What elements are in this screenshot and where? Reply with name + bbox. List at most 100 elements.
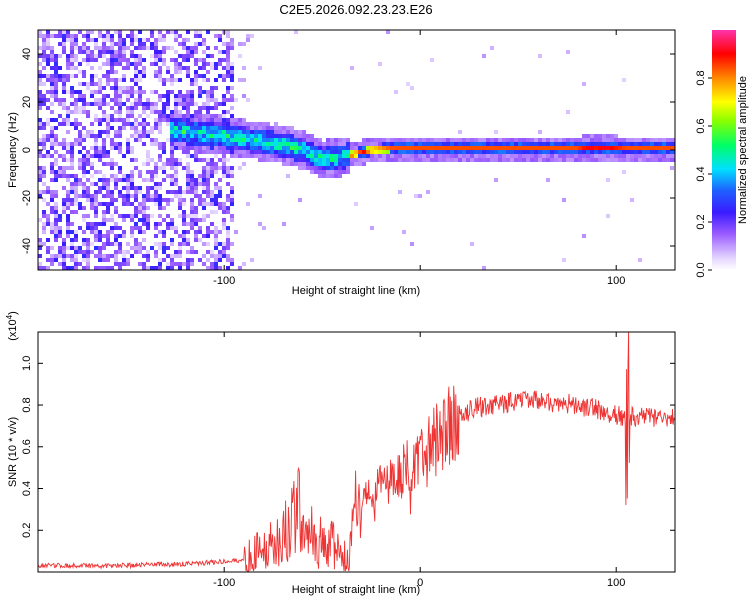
spectrogram-cell	[78, 98, 82, 102]
spectrogram-cell	[210, 66, 214, 70]
spectrogram-cell	[202, 90, 206, 94]
spectrogram-cell	[310, 162, 314, 166]
spectrogram-cell	[458, 150, 462, 154]
spectrogram-cell	[90, 250, 94, 254]
spectrogram-cell	[218, 118, 222, 122]
spectrogram-cell	[418, 138, 422, 142]
spectrogram-cell	[594, 158, 598, 162]
spectrogram-cell	[134, 46, 138, 50]
spectrogram-cell	[214, 34, 218, 38]
spectrogram-cell	[390, 154, 394, 158]
spectrogram-cell	[62, 42, 66, 46]
spectrogram-cell	[50, 262, 54, 266]
spectrogram-cell	[262, 142, 266, 146]
spectrogram-cell	[82, 162, 86, 166]
spectrogram-cell	[154, 198, 158, 202]
spectrogram-cell	[330, 174, 334, 178]
spectrogram-cell	[182, 58, 186, 62]
spectrogram-cell	[126, 150, 130, 154]
spectrogram-cell	[530, 138, 534, 142]
spectrogram-cell	[222, 138, 226, 142]
spectrogram-cell	[414, 158, 418, 162]
spectrogram-cell	[74, 250, 78, 254]
spectrogram-cell	[54, 90, 58, 94]
spectrogram-cell	[118, 146, 122, 150]
spectrogram-cell	[130, 150, 134, 154]
spectrogram-cell	[38, 154, 42, 158]
spectrogram-cell	[62, 242, 66, 246]
spectrogram-cell	[70, 142, 74, 146]
spectrogram-cell	[194, 150, 198, 154]
spectrogram-cell	[154, 142, 158, 146]
spectrogram-cell	[570, 142, 574, 146]
spectrogram-cell	[126, 90, 130, 94]
spectrogram-cell	[274, 154, 278, 158]
spectrogram-cell	[582, 234, 586, 238]
spectrogram-cell	[78, 106, 82, 110]
spectrogram-cell	[202, 206, 206, 210]
spectrogram-cell	[162, 166, 166, 170]
spectrogram-cell	[194, 130, 198, 134]
spectrogram-cell	[122, 198, 126, 202]
spectrogram-cell	[422, 138, 426, 142]
spectrogram-cell	[598, 158, 602, 162]
spectrogram-cell	[214, 194, 218, 198]
spectrogram-cell	[206, 122, 210, 126]
spectrogram-cell	[42, 34, 46, 38]
spectrogram-cell	[410, 154, 414, 158]
spectrogram-cell	[150, 30, 154, 34]
spectrogram-cell	[386, 154, 390, 158]
spectrogram-cell	[210, 198, 214, 202]
spectrogram-cell	[62, 90, 66, 94]
spectrogram-cell	[62, 78, 66, 82]
spectrogram-cell	[566, 110, 570, 114]
spectrogram-cell	[78, 82, 82, 86]
spectrogram-cell	[94, 90, 98, 94]
spectrogram-cell	[154, 174, 158, 178]
spectrogram-cell	[50, 226, 54, 230]
spectrogram-cell	[582, 134, 586, 138]
spectrogram-cell	[214, 266, 218, 270]
spectrogram-cell	[650, 154, 654, 158]
spectrogram-cell	[258, 130, 262, 134]
spectrogram-cell	[82, 102, 86, 106]
spectrogram-cell	[594, 146, 598, 150]
spectrogram-cell	[46, 222, 50, 226]
spectrogram-cell	[534, 158, 538, 162]
spectrogram-cell	[190, 50, 194, 54]
spectrogram-cell	[82, 50, 86, 54]
spectrogram-cell	[230, 122, 234, 126]
spectrogram-cell	[66, 190, 70, 194]
spectrogram-cell	[66, 74, 70, 78]
spectrogram-cell	[98, 106, 102, 110]
spectrogram-cell	[138, 134, 142, 138]
spectrogram-cell	[174, 194, 178, 198]
spectrogram-cell	[330, 146, 334, 150]
spectrogram-cell	[130, 114, 134, 118]
spectrogram-cell	[170, 262, 174, 266]
spectrogram-cell	[90, 102, 94, 106]
spectrogram-cell	[102, 146, 106, 150]
spectrogram-cell	[466, 146, 470, 150]
spectrogram-cell	[46, 54, 50, 58]
spectrogram-cell	[182, 102, 186, 106]
spectrogram-cell	[594, 150, 598, 154]
spectrogram-cell	[42, 242, 46, 246]
spectrogram-cell	[362, 162, 366, 166]
spectrogram-cell	[582, 142, 586, 146]
spectrogram-cell	[182, 222, 186, 226]
spectrogram-cell	[222, 174, 226, 178]
spectrogram-cell	[158, 198, 162, 202]
spectrogram-cell	[198, 86, 202, 90]
spectrogram-cell	[174, 114, 178, 118]
spectrogram-cell	[502, 138, 506, 142]
spectrogram-cell	[358, 158, 362, 162]
spectrogram-cell	[90, 50, 94, 54]
spectrogram-cell	[262, 154, 266, 158]
spectrogram-cell	[290, 146, 294, 150]
spectrogram-cell	[86, 54, 90, 58]
spectrogram-cell	[506, 138, 510, 142]
spectrogram-cell	[502, 158, 506, 162]
spectrogram-cell	[202, 114, 206, 118]
spectrogram-cell	[586, 134, 590, 138]
